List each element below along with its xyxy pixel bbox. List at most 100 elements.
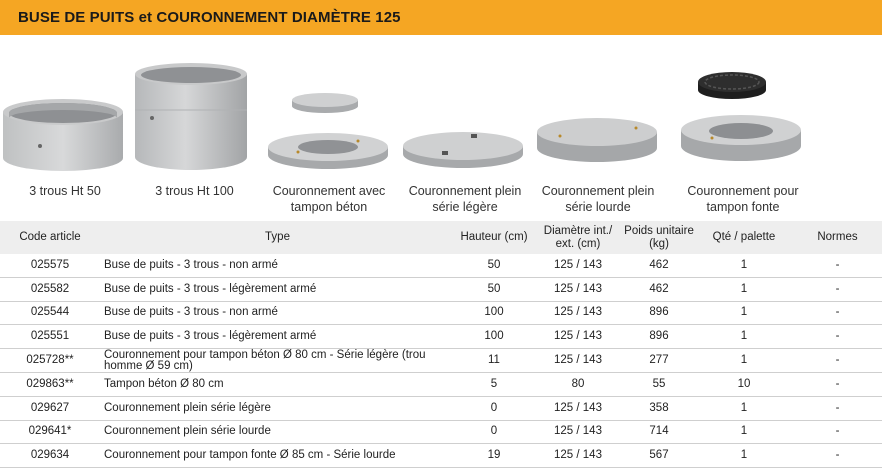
cell-type: Buse de puits - 3 trous - légèrement arm…	[100, 324, 455, 350]
cell-diametre: 125 / 143	[533, 254, 623, 278]
cell-poids: 896	[623, 301, 695, 326]
cell-code: 025551	[0, 324, 100, 350]
table-row: 025728** Couronnement pour tampon béton …	[0, 348, 882, 373]
cell-diametre: 80	[533, 372, 623, 397]
cell-normes: -	[793, 348, 882, 373]
cell-code: 029627	[0, 396, 100, 421]
cell-poids: 714	[623, 420, 695, 445]
product-caption: 3 trous Ht 50	[29, 184, 101, 198]
product-caption: Couronnement avec tampon béton	[272, 184, 386, 214]
product-caption: Couronnement plein série légère	[408, 184, 522, 214]
table-row: 025544 Buse de puits - 3 trous - non arm…	[0, 301, 882, 326]
cell-normes: -	[793, 324, 882, 350]
cell-normes: -	[793, 443, 882, 469]
table-row: 029641* Couronnement plein série lourde …	[0, 420, 882, 445]
crown-with-cast-iron-lid-icon	[681, 72, 801, 161]
product-ring-short: 3 trous Ht 50	[0, 52, 130, 217]
cell-poids: 277	[623, 348, 695, 373]
product-table: Code article Type Hauteur (cm) Diamètre …	[0, 221, 882, 469]
cell-qte: 1	[695, 254, 793, 278]
cell-code: 029641*	[0, 420, 100, 445]
header-normes: Normes	[817, 231, 858, 243]
product-crown-concrete-lid: Couronnement avec tampon béton	[262, 52, 396, 217]
cell-code: 025582	[0, 277, 100, 302]
cell-normes: -	[793, 301, 882, 326]
cell-diametre: 125 / 143	[533, 348, 623, 373]
cell-poids: 896	[623, 324, 695, 350]
cell-poids: 55	[623, 372, 695, 397]
product-solid-crown-heavy: Couronnement plein série lourde	[532, 52, 664, 217]
cell-normes: -	[793, 277, 882, 302]
cell-qte: 1	[695, 420, 793, 445]
product-solid-crown-light: Couronnement plein série légère	[400, 52, 530, 217]
cell-code: 029634	[0, 443, 100, 469]
cell-diametre: 125 / 143	[533, 443, 623, 469]
header-type: Type	[265, 231, 290, 243]
page-title: BUSE DE PUITS et COURONNEMENT DIAMÈTRE 1…	[18, 9, 401, 26]
cell-code: 025728**	[0, 348, 100, 373]
cell-hauteur: 50	[455, 277, 533, 302]
cell-type: Buse de puits - 3 trous - légèrement arm…	[100, 277, 455, 302]
cell-type: Couronnement pour tampon fonte Ø 85 cm -…	[100, 443, 455, 469]
cell-qte: 1	[695, 396, 793, 421]
cell-poids: 462	[623, 277, 695, 302]
product-caption: Couronnement pour tampon fonte	[687, 184, 799, 214]
table-header-row: Code article Type Hauteur (cm) Diamètre …	[0, 221, 882, 254]
cell-code: 025544	[0, 301, 100, 326]
concrete-ring-short-icon	[3, 99, 123, 171]
cell-qte: 1	[695, 301, 793, 326]
table-row: 029634 Couronnement pour tampon fonte Ø …	[0, 443, 882, 469]
product-crown-cast-iron: Couronnement pour tampon fonte	[672, 52, 814, 217]
product-caption: Couronnement plein série lourde	[541, 184, 655, 214]
cell-type: Tampon béton Ø 80 cm	[100, 372, 455, 397]
cell-hauteur: 50	[455, 254, 533, 278]
cell-qte: 1	[695, 277, 793, 302]
cell-normes: -	[793, 396, 882, 421]
cell-hauteur: 5	[455, 372, 533, 397]
solid-crown-light-icon	[403, 132, 523, 168]
table-row: 025575 Buse de puits - 3 trous - non arm…	[0, 254, 882, 278]
title-bar: BUSE DE PUITS et COURONNEMENT DIAMÈTRE 1…	[0, 0, 882, 35]
cell-hauteur: 0	[455, 396, 533, 421]
header-qte: Qté / palette	[712, 231, 776, 243]
crown-with-concrete-lid-icon	[268, 93, 388, 169]
cell-type: Couronnement plein série légère	[100, 396, 455, 421]
cell-normes: -	[793, 372, 882, 397]
cell-hauteur: 11	[455, 348, 533, 373]
cell-poids: 567	[623, 443, 695, 469]
product-caption: 3 trous Ht 100	[155, 184, 234, 198]
cell-diametre: 125 / 143	[533, 396, 623, 421]
solid-crown-heavy-icon	[537, 118, 657, 162]
cell-qte: 1	[695, 348, 793, 373]
product-ring-tall: 3 trous Ht 100	[132, 52, 257, 217]
header-diametre: Diamètre int./ ext. (cm)	[543, 224, 613, 250]
cell-code: 029863**	[0, 372, 100, 397]
cell-type: Buse de puits - 3 trous - non armé	[100, 301, 455, 326]
cell-qte: 1	[695, 443, 793, 469]
cell-qte: 1	[695, 324, 793, 350]
table-row: 029627 Couronnement plein série légère 0…	[0, 396, 882, 421]
cell-type: Buse de puits - 3 trous - non armé	[100, 254, 455, 278]
cell-diametre: 125 / 143	[533, 420, 623, 445]
cell-diametre: 125 / 143	[533, 324, 623, 350]
cell-poids: 358	[623, 396, 695, 421]
cell-diametre: 125 / 143	[533, 277, 623, 302]
cell-poids: 462	[623, 254, 695, 278]
header-hauteur: Hauteur (cm)	[460, 231, 528, 243]
cell-hauteur: 0	[455, 420, 533, 445]
table-row: 025582 Buse de puits - 3 trous - légèrem…	[0, 277, 882, 302]
header-poids: Poids unitaire (kg)	[624, 224, 694, 250]
table-row: 025551 Buse de puits - 3 trous - légèrem…	[0, 324, 882, 350]
cell-hauteur: 100	[455, 301, 533, 326]
cell-normes: -	[793, 254, 882, 278]
cell-hauteur: 100	[455, 324, 533, 350]
cell-hauteur: 19	[455, 443, 533, 469]
cell-type: Couronnement plein série lourde	[100, 420, 455, 445]
cell-type: Couronnement pour tampon béton Ø 80 cm -…	[100, 348, 455, 373]
concrete-ring-tall-icon	[135, 63, 247, 170]
header-code: Code article	[19, 231, 81, 243]
cell-code: 025575	[0, 254, 100, 278]
cell-qte: 10	[695, 372, 793, 397]
cell-normes: -	[793, 420, 882, 445]
cell-diametre: 125 / 143	[533, 301, 623, 326]
